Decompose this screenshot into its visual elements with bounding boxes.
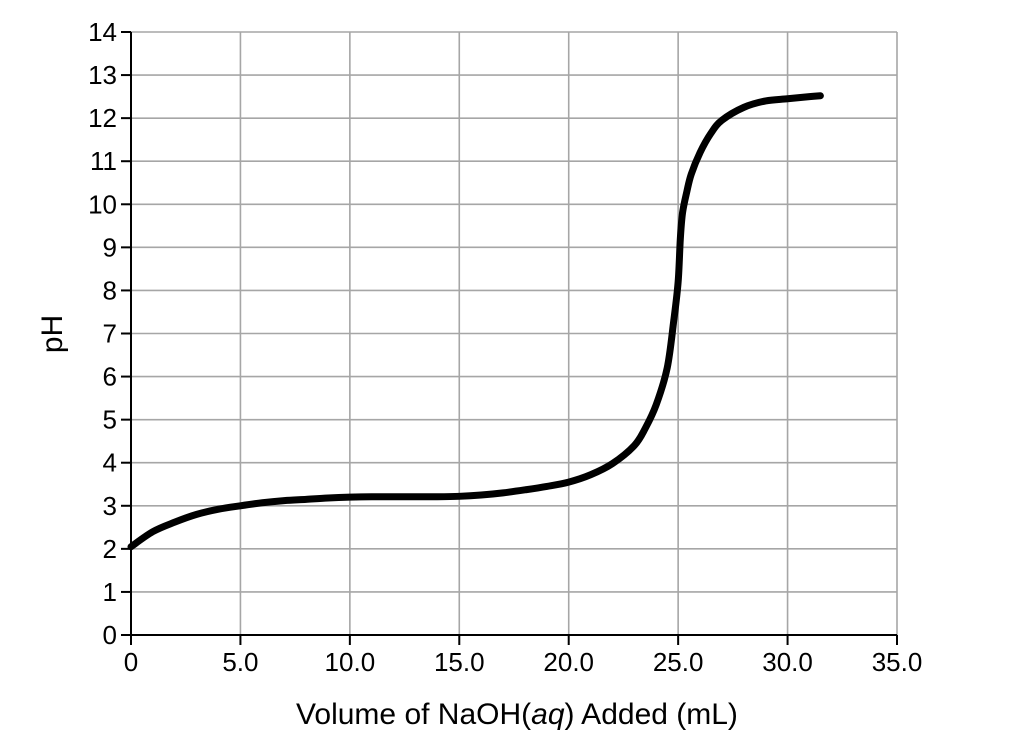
y-tick-label: 10 xyxy=(88,189,117,219)
y-tick-label: 7 xyxy=(103,319,117,349)
tick-marks xyxy=(121,31,898,645)
x-tick-label: 0 xyxy=(124,647,138,677)
y-tick-label: 0 xyxy=(103,620,117,650)
y-tick-label: 8 xyxy=(103,275,117,305)
x-axis-title-part-3: ) Added (mL) xyxy=(565,698,738,731)
y-tick-label: 9 xyxy=(103,232,117,262)
series-group xyxy=(127,92,824,551)
y-tick-label: 3 xyxy=(103,491,117,521)
titration-curve xyxy=(127,92,824,551)
y-tick-label: 2 xyxy=(103,534,117,564)
y-tick-label: 12 xyxy=(88,103,117,133)
y-tick-label: 14 xyxy=(88,17,117,47)
x-axis-title-part-1: Volume of NaOH( xyxy=(296,698,531,731)
grid-lines xyxy=(131,31,898,635)
y-tick-label: 6 xyxy=(103,362,117,392)
y-axis-title: pH xyxy=(36,315,69,353)
x-tick-label: 15.0 xyxy=(434,647,485,677)
x-axis-title-part-2: aq xyxy=(531,698,565,731)
y-tick-label: 1 xyxy=(103,577,117,607)
x-tick-label: 30.0 xyxy=(762,647,813,677)
x-tick-label: 25.0 xyxy=(653,647,704,677)
y-tick-label: 13 xyxy=(88,60,117,90)
x-tick-label: 5.0 xyxy=(222,647,258,677)
x-tick-label: 20.0 xyxy=(543,647,594,677)
x-tick-label: 10.0 xyxy=(325,647,376,677)
y-tick-label: 5 xyxy=(103,405,117,435)
x-axis-title: Volume of NaOH(aq) Added (mL) xyxy=(296,698,738,731)
y-tick-label: 4 xyxy=(103,448,117,478)
x-tick-label: 35.0 xyxy=(872,647,923,677)
y-tick-label: 11 xyxy=(90,146,117,176)
x-tick-labels: 0 5.0 10.0 15.0 20.0 25.0 30.0 35.0 xyxy=(124,647,923,677)
